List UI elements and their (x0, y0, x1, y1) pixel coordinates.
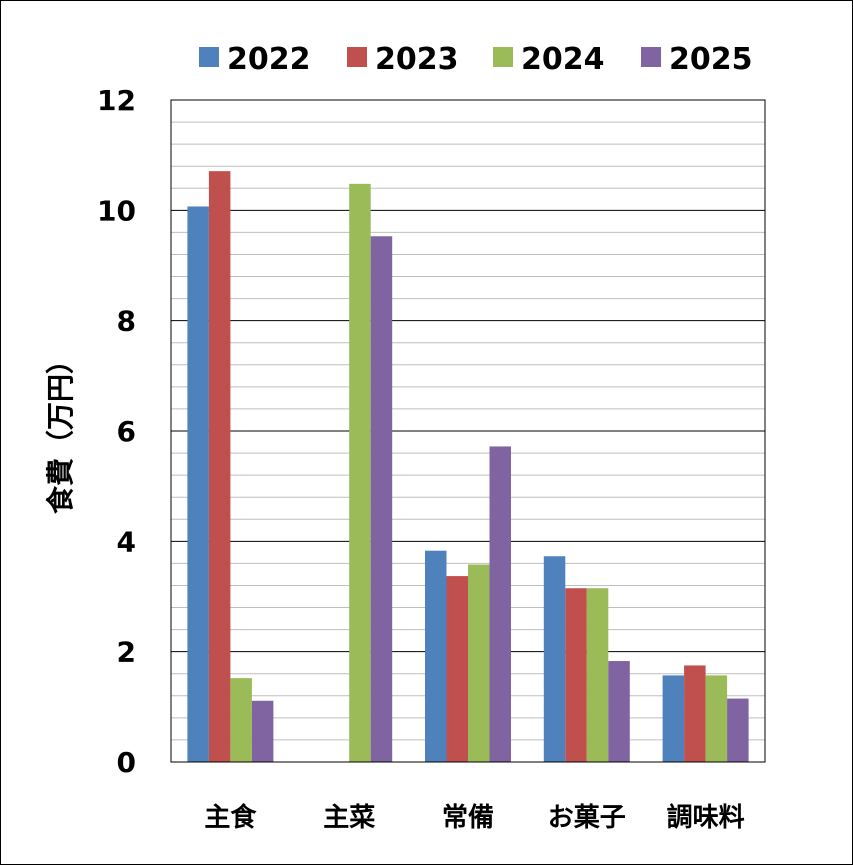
y-tick-label: 10 (97, 194, 136, 227)
bar-2024-1 (349, 183, 371, 762)
y-tick-label: 0 (117, 746, 136, 779)
bar-2025-0 (251, 700, 274, 762)
legend-swatch (199, 47, 219, 67)
bar-2025-4 (727, 698, 749, 762)
x-category-label: 調味料 (667, 802, 745, 833)
y-tick-label: 2 (117, 636, 136, 669)
bar-2025-2 (489, 446, 511, 762)
y-tick-label: 6 (117, 415, 136, 448)
legend-label: 2022 (227, 42, 311, 77)
bar-2022-0 (187, 206, 209, 762)
bar-2024-0 (230, 678, 252, 762)
legend-swatch (347, 47, 367, 67)
legend-label: 2024 (521, 42, 605, 77)
y-tick-label: 4 (117, 525, 136, 558)
bar-2022-2 (425, 550, 447, 762)
legend-label: 2023 (375, 42, 459, 77)
bar-2024-3 (586, 588, 609, 762)
y-axis-label: 食費（万円） (44, 346, 77, 514)
legend-label: 2025 (669, 42, 753, 77)
y-axis-ticks: 0 2 4 6 8 10 12 (97, 84, 136, 779)
bar-2025-1 (370, 236, 393, 763)
x-category-label: お菓子 (548, 803, 626, 833)
bar-2024-4 (705, 675, 728, 762)
bar-2024-2 (468, 564, 490, 762)
legend-swatch (641, 47, 661, 67)
bar-2023-4 (684, 665, 706, 762)
bar-2025-3 (608, 661, 630, 762)
bar-2022-3 (543, 556, 566, 762)
legend-swatch (493, 47, 513, 67)
plot-area-outline (170, 99, 766, 763)
bar-2022-4 (662, 675, 685, 762)
bar-2023-0 (208, 171, 231, 763)
bars (187, 171, 749, 763)
y-tick-label: 12 (97, 84, 136, 117)
bar-2023-3 (565, 588, 587, 762)
plot-area-border (170, 99, 766, 763)
bar-2023-2 (446, 576, 468, 762)
x-category-label: 常備 (442, 802, 494, 833)
x-category-label: 主食 (204, 802, 257, 833)
y-tick-label: 8 (117, 305, 136, 338)
x-axis-categories: 主食 主菜 常備 お菓子 調味料 (204, 802, 744, 833)
x-category-label: 主菜 (323, 803, 375, 833)
legend: 2022 2023 2024 2025 (199, 42, 753, 77)
